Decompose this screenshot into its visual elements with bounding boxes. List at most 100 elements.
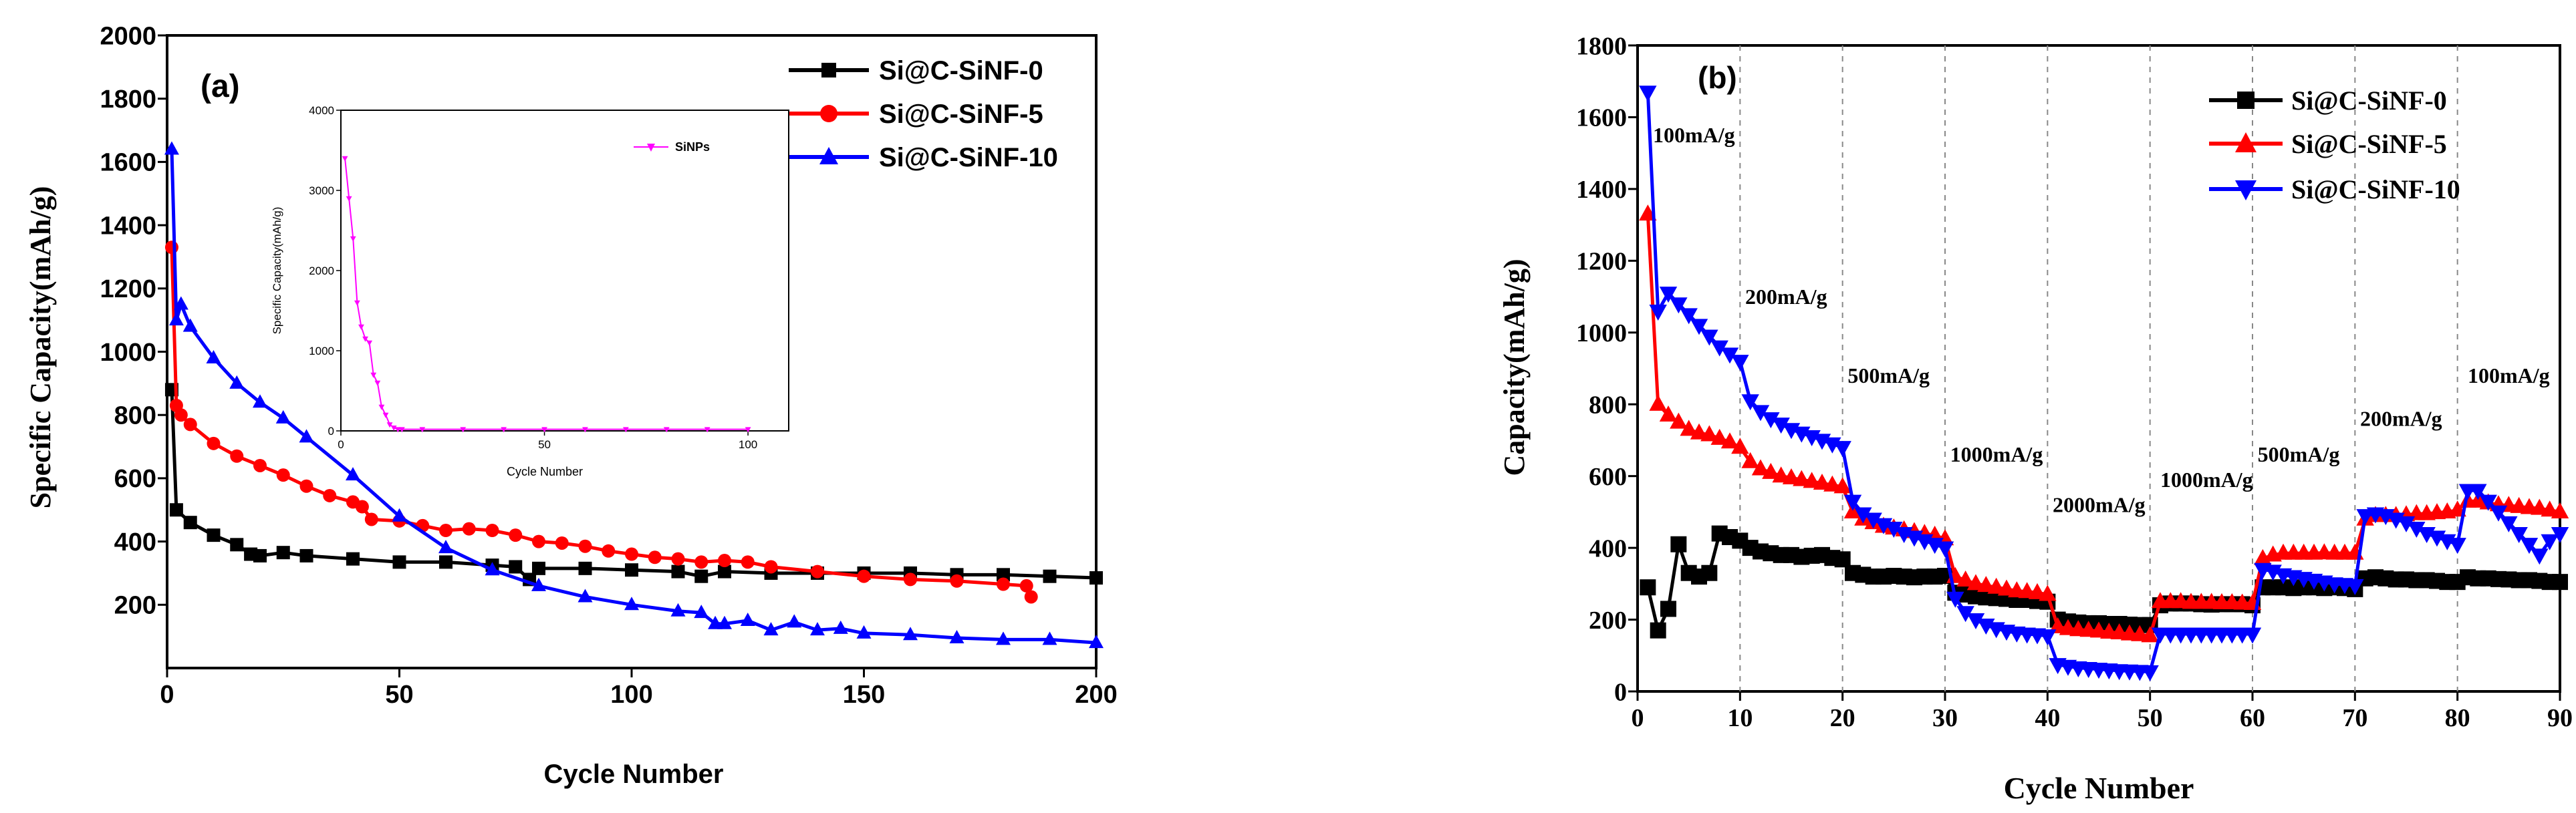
legend-a: Si@C-SiNF-0 Si@C-SiNF-5 Si@C-SiNF-10: [789, 56, 1058, 172]
x-axis-title-a: Cycle Number: [544, 760, 724, 789]
inset-data-point: [663, 427, 670, 433]
data-point: [206, 349, 221, 363]
data-point: [717, 615, 732, 629]
y-tick-label: 1800: [1576, 32, 1627, 60]
data-point: [810, 622, 825, 636]
inset-series: [342, 156, 751, 433]
data-point: [1690, 423, 1708, 440]
data-point: [577, 589, 593, 603]
data-point: [1823, 475, 1841, 492]
y-tick-label: 4000: [309, 104, 334, 117]
data-point: [253, 394, 267, 408]
y-tick-label: 1400: [100, 212, 156, 240]
data-point: [904, 573, 917, 587]
data-point: [1024, 590, 1038, 604]
data-point: [996, 631, 1011, 645]
data-point: [1649, 304, 1667, 321]
data-point: [741, 555, 755, 569]
data-point: [718, 554, 731, 568]
inset-x-ticks: 0 50 100: [338, 431, 757, 451]
data-point: [2551, 502, 2569, 518]
legend-item-si-c-sinf-0: Si@C-SiNF-0: [2209, 86, 2447, 116]
data-point: [207, 528, 221, 542]
data-point: [694, 555, 709, 569]
inset-data-point: [366, 340, 373, 346]
rate-annotation: 1000mA/g: [1950, 442, 2043, 466]
inset-data-point: [350, 236, 356, 242]
y-tick-label: 2000: [309, 265, 334, 277]
inset-y-ticks: 0 1000 2000 3000 4000: [309, 104, 341, 438]
x-tick-label: 60: [2240, 704, 2265, 732]
data-point: [174, 408, 188, 422]
x-tick-label: 0: [160, 681, 174, 709]
data-point: [671, 564, 685, 579]
data-point: [276, 546, 290, 560]
data-point: [1936, 541, 1954, 558]
data-point: [392, 508, 407, 522]
data-point: [1741, 394, 1759, 411]
data-point: [438, 540, 453, 554]
x-tick-label: 50: [2138, 704, 2163, 732]
data-point: [509, 560, 523, 574]
data-point: [787, 614, 802, 628]
legend-marker-triangle-down-icon: [2235, 180, 2257, 200]
data-point: [439, 524, 453, 538]
rate-annotation: 200mA/g: [2360, 406, 2442, 430]
legend-marker-triangle-up-icon: [819, 147, 838, 164]
data-point: [532, 561, 545, 575]
data-point: [1720, 432, 1739, 449]
data-point: [625, 547, 638, 561]
data-point: [1833, 477, 1851, 494]
data-point: [392, 555, 406, 569]
data-point: [1089, 635, 1104, 649]
inset-data-point: [398, 427, 405, 433]
data-point: [509, 528, 523, 542]
inset-chart: 0 1000 2000 3000 4000 0 50 100 Cycle Number Sp…: [271, 104, 789, 478]
data-point: [439, 555, 453, 569]
rate-annotation: 100mA/g: [1653, 123, 1735, 147]
data-point: [2356, 509, 2374, 526]
data-point: [1793, 470, 1811, 486]
data-point: [1772, 418, 1790, 434]
data-point: [2489, 505, 2508, 522]
data-point: [462, 522, 476, 536]
inset-y-axis-title: Specific Capacity(mAh/g): [271, 207, 283, 335]
data-point: [253, 548, 267, 562]
data-point: [182, 318, 198, 332]
rate-annotation: 500mA/g: [2258, 442, 2340, 466]
data-point: [346, 467, 360, 481]
data-point: [1751, 405, 1770, 422]
data-point: [1720, 347, 1739, 364]
inset-data-point: [541, 427, 547, 433]
y-tick-label: 600: [1589, 463, 1627, 491]
inset-data-point: [390, 426, 397, 431]
data-point: [1659, 405, 1678, 422]
panel-label-b: (b): [1698, 60, 1737, 95]
y-tick-label: 1600: [1576, 104, 1627, 132]
data-point: [763, 622, 779, 636]
data-point: [2541, 534, 2559, 550]
inset-data-point: [378, 404, 385, 410]
legend-marker-square-icon: [2237, 92, 2255, 109]
data-point: [1772, 466, 1790, 483]
x-tick-label: 20: [1830, 704, 1855, 732]
data-point: [625, 563, 638, 577]
data-point: [1649, 394, 1667, 411]
rate-annotation: 100mA/g: [2468, 363, 2550, 387]
data-point: [207, 436, 221, 450]
data-point: [364, 512, 378, 526]
data-point: [485, 562, 500, 576]
inset-data-point: [582, 427, 588, 433]
data-point: [1710, 340, 1728, 357]
data-point: [355, 500, 369, 514]
inset-data-point: [745, 427, 751, 433]
data-point: [648, 550, 662, 564]
y-tick-label: 1600: [100, 149, 156, 177]
inset-data-point: [460, 427, 467, 433]
data-point: [2039, 629, 2057, 646]
data-point: [2397, 516, 2416, 532]
data-point: [1731, 438, 1749, 454]
data-point: [2551, 527, 2569, 544]
data-point: [183, 418, 197, 432]
data-point: [1956, 606, 1974, 623]
